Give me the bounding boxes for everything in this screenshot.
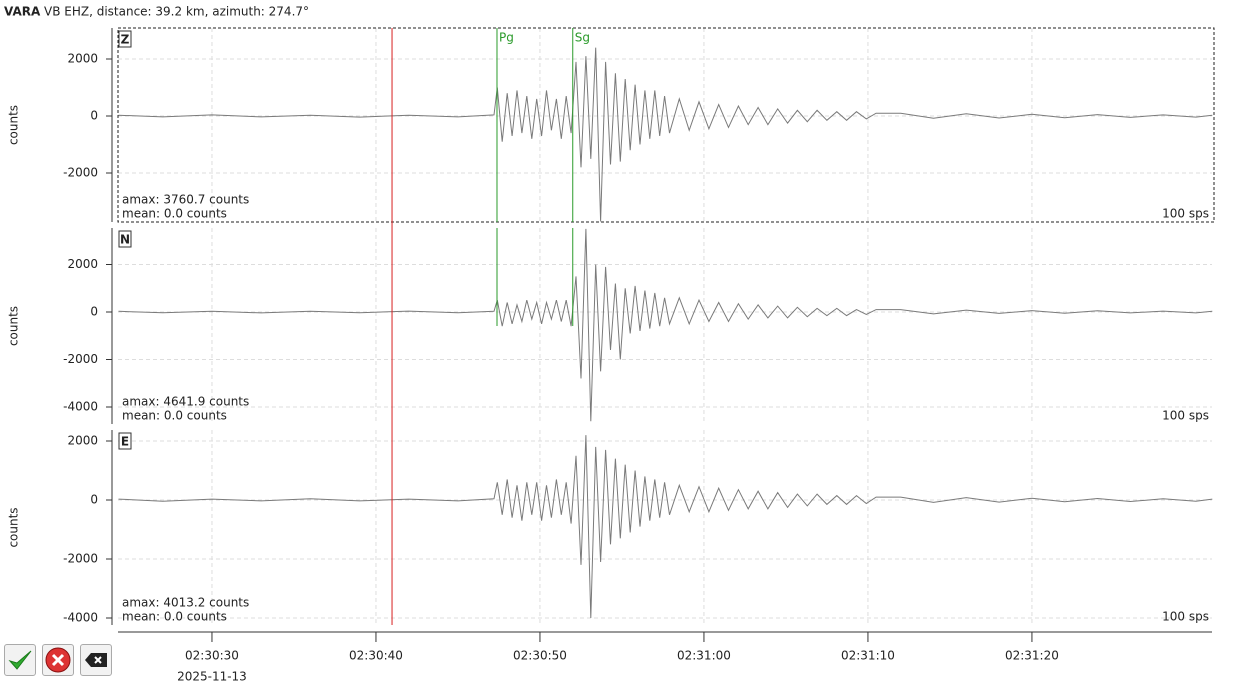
waveform (118, 228, 1213, 422)
trace-stat: amax: 4641.9 counts (122, 395, 249, 409)
y-tick-label: -2000 (63, 552, 98, 566)
channel-label: E (121, 435, 129, 449)
y-tick-label: -2000 (63, 166, 98, 180)
pick-label: Sg (575, 31, 590, 45)
y-tick-label: -4000 (63, 399, 98, 413)
trace-stat: amax: 4013.2 counts (122, 596, 249, 610)
accept-button[interactable] (4, 644, 36, 676)
waveform (118, 435, 1213, 619)
y-tick-label: 0 (90, 493, 98, 507)
x-tick-label: 02:30:30 (185, 649, 239, 663)
check-icon (8, 650, 32, 670)
trace-stat: mean: 0.0 counts (122, 207, 227, 221)
pick-label: Pg (499, 31, 514, 45)
y-tick-label: -4000 (63, 611, 98, 625)
trace-stat: mean: 0.0 counts (122, 610, 227, 624)
selection-frame (117, 27, 1215, 223)
waveform (118, 47, 1213, 222)
x-tick-label: 02:31:20 (1005, 649, 1059, 663)
date-label: 2025-11-13 (177, 670, 247, 684)
trace-stat: mean: 0.0 counts (122, 409, 227, 423)
sample-rate: 100 sps (1162, 409, 1209, 423)
tag-button[interactable] (80, 644, 112, 676)
channel-badge (118, 432, 132, 450)
y-tick-label: 2000 (67, 434, 98, 448)
y-axis-label: counts (7, 105, 21, 145)
sample-rate: 100 sps (1162, 207, 1209, 221)
reject-button[interactable] (42, 644, 74, 676)
cross-icon (45, 647, 71, 673)
channel-badge (118, 230, 132, 248)
x-tick-label: 02:31:10 (841, 649, 895, 663)
x-tick-label: 02:30:50 (513, 649, 567, 663)
trace-info: VB EHZ, distance: 39.2 km, azimuth: 274.… (44, 5, 309, 19)
tag-icon (85, 653, 107, 667)
x-tick-label: 02:30:40 (349, 649, 403, 663)
channel-label: N (120, 233, 130, 247)
channel-badge (118, 30, 132, 48)
y-tick-label: -2000 (63, 352, 98, 366)
y-tick-label: 0 (90, 109, 98, 123)
trace-stat: amax: 3760.7 counts (122, 193, 249, 207)
y-axis-label: counts (7, 306, 21, 346)
y-tick-label: 2000 (67, 257, 98, 271)
sample-rate: 100 sps (1162, 610, 1209, 624)
x-tick-label: 02:31:00 (677, 649, 731, 663)
channel-label: Z (121, 33, 130, 47)
y-axis-label: counts (7, 507, 21, 547)
y-tick-label: 0 (90, 305, 98, 319)
station-code: VARA (4, 5, 41, 19)
y-tick-label: 2000 (67, 52, 98, 66)
